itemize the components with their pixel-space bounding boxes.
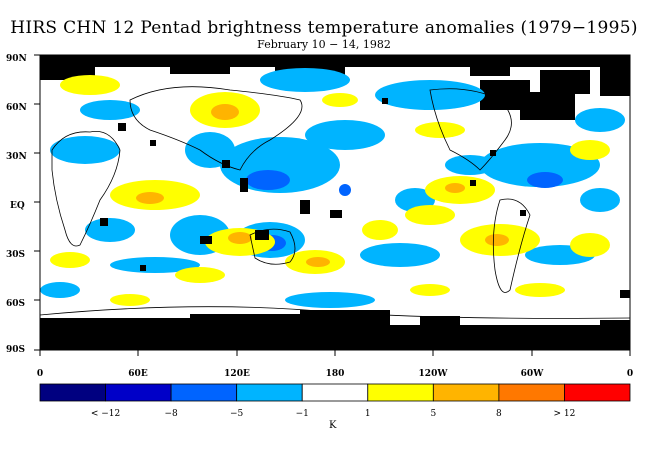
lon-label-180: 180 xyxy=(326,369,345,379)
map-field xyxy=(40,55,630,350)
lat-label-60s: 60S xyxy=(6,299,25,309)
map-subtitle: February 10 − 14, 1982 xyxy=(257,38,391,51)
colorbar-units: K xyxy=(329,420,337,431)
colorbar-tick-label: 8 xyxy=(496,409,502,419)
colorbar-tick-label: > 12 xyxy=(554,409,576,419)
coastlines xyxy=(40,86,630,319)
longitude-axis: 0 60E 120E 180 120W 60W 0 xyxy=(37,350,633,379)
strong-cold-anomalies xyxy=(246,170,563,251)
colorbar-tick-label: −8 xyxy=(164,409,178,419)
missing-data-south xyxy=(40,310,630,350)
colorbar xyxy=(39,383,631,402)
colorbar-bin xyxy=(236,383,303,402)
lat-label-60n: 60N xyxy=(6,103,27,113)
lat-label-90s: 90S xyxy=(6,345,25,355)
colorbar-bin xyxy=(564,383,631,402)
lat-label-30s: 30S xyxy=(6,250,25,260)
map-title: HIRS CHN 12 Pentad brightness temperatur… xyxy=(10,18,638,38)
colorbar-bin xyxy=(39,383,106,402)
colorbar-tick-label: −1 xyxy=(296,409,309,419)
colorbar-tick-label: < −12 xyxy=(91,409,120,419)
lat-label-30n: 30N xyxy=(6,152,27,162)
colorbar-labels: < −12 −8 −5 −1 1 5 8 > 12 xyxy=(91,409,576,419)
latitude-axis: 90N 60N 30N EQ 30S 60S 90S xyxy=(6,54,40,355)
colorbar-bin xyxy=(367,383,434,402)
colorbar-bin xyxy=(301,383,369,402)
lon-label-60e: 60E xyxy=(128,369,148,379)
lon-label-0: 0 xyxy=(37,369,43,379)
lon-label-120e: 120E xyxy=(224,369,250,379)
colorbar-tick-label: 5 xyxy=(430,409,436,419)
colorbar-bin xyxy=(170,383,238,402)
lat-label-eq: EQ xyxy=(10,201,25,211)
colorbar-bin xyxy=(432,383,500,402)
lon-label-0-east: 0 xyxy=(627,369,633,379)
lat-label-90n: 90N xyxy=(6,54,27,64)
strong-warm-anomalies xyxy=(136,104,509,267)
lon-label-60w: 60W xyxy=(521,369,545,379)
colorbar-tick-label: −5 xyxy=(230,409,244,419)
colorbar-tick-label: 1 xyxy=(365,409,371,419)
missing-data-cells xyxy=(100,98,630,298)
colorbar-bin xyxy=(498,383,565,402)
lon-label-120w: 120W xyxy=(419,369,449,379)
colorbar-bin xyxy=(105,383,172,402)
